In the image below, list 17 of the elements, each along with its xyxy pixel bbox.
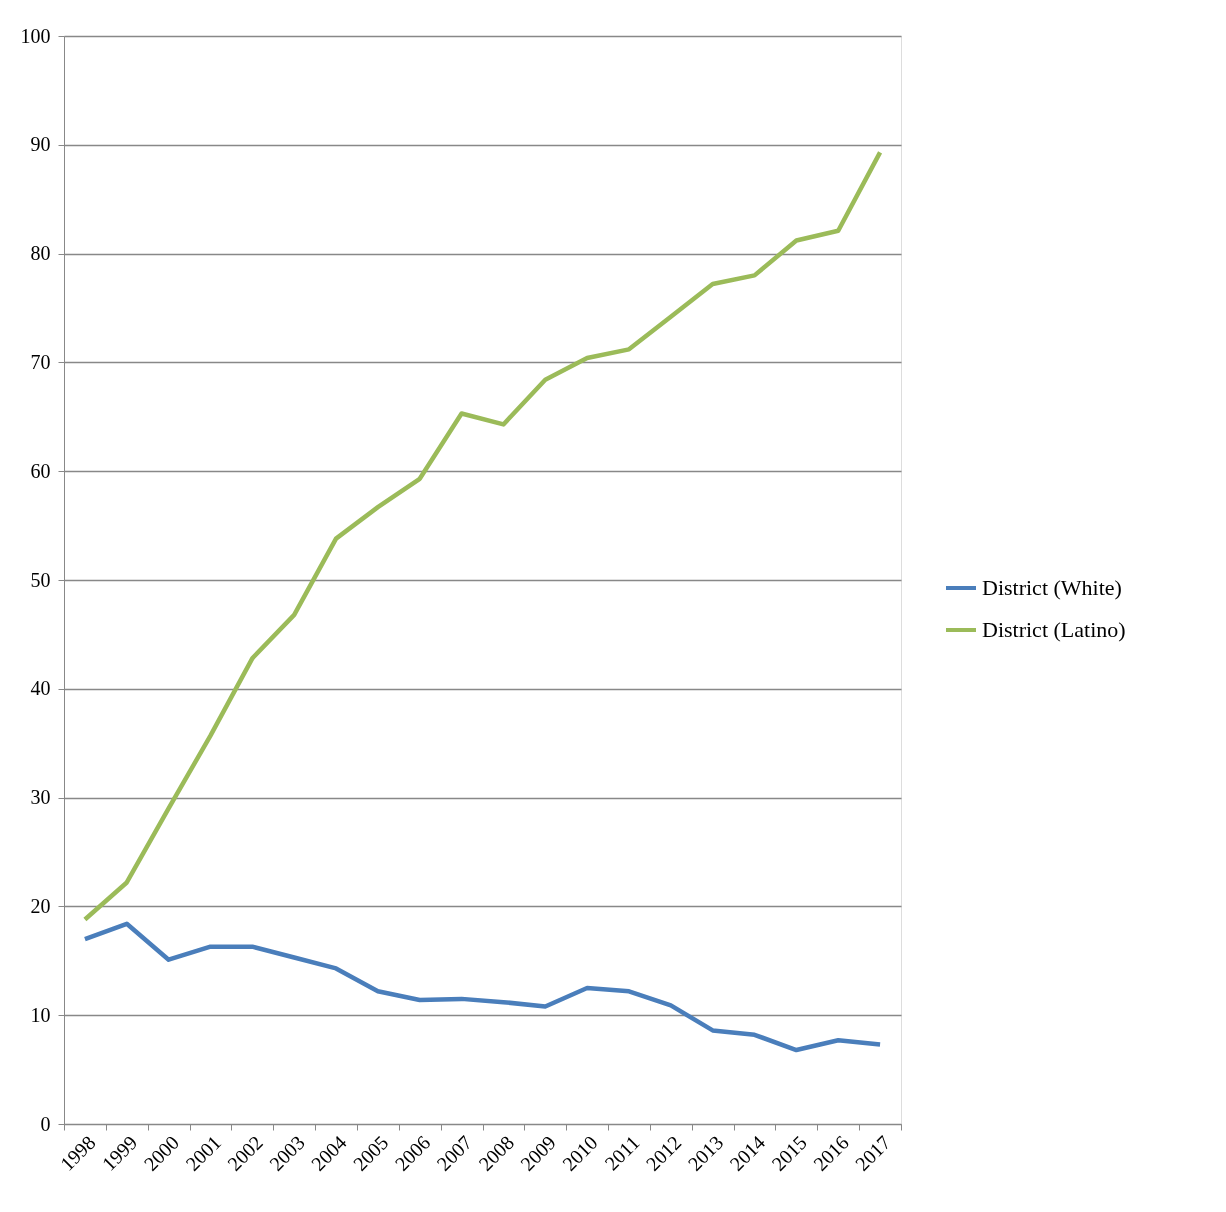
- y-tick-label: 70: [30, 350, 51, 373]
- line-series: [82, 921, 883, 1053]
- y-tick-label: 80: [30, 242, 51, 265]
- x-tick-label: 2011: [600, 1131, 644, 1175]
- line-series: [82, 150, 883, 922]
- legend-label: District (White): [982, 575, 1122, 600]
- y-tick-label: 100: [20, 24, 51, 47]
- y-tick-label: 90: [30, 133, 51, 156]
- x-tick-label: 1999: [97, 1131, 142, 1175]
- y-tick-label: 40: [30, 677, 51, 700]
- y-tick-label: 30: [30, 786, 51, 809]
- y-tick-label: 10: [30, 1003, 51, 1026]
- y-tick-label: 50: [30, 568, 51, 591]
- y-tick-label: 20: [30, 894, 51, 917]
- legend-label: District (Latino): [982, 617, 1126, 642]
- y-tick-label: 0: [40, 1112, 51, 1135]
- y-tick-label: 60: [30, 459, 51, 482]
